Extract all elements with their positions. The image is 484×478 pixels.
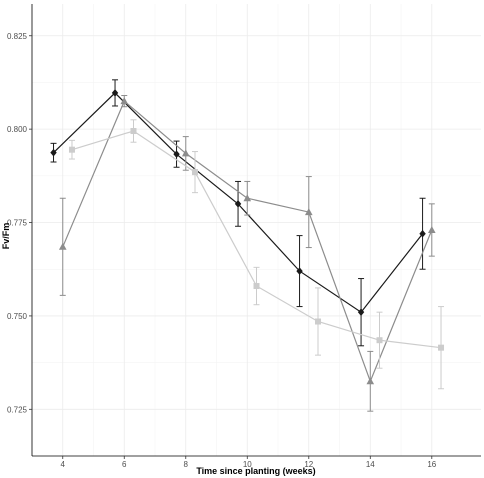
series-diamond [50, 79, 426, 347]
data-point-triangle [366, 377, 375, 385]
data-point-diamond [173, 150, 180, 158]
data-point-triangle [181, 149, 190, 157]
data-point-triangle [58, 242, 67, 250]
series-triangle [58, 95, 436, 412]
y-axis-ticks: 0.725 0.750 0.775 0.800 0.825 [7, 32, 32, 414]
data-point-square [376, 337, 383, 344]
data-point-square [253, 283, 260, 290]
y-tick-label: 0.775 [7, 219, 28, 228]
x-tick-label: 6 [122, 460, 127, 469]
y-tick-label: 0.725 [7, 405, 28, 414]
data-point-diamond [234, 200, 242, 208]
x-tick-label: 4 [61, 460, 66, 469]
data-point-diamond [296, 267, 303, 275]
data-point-square [438, 344, 445, 351]
data-point-diamond [357, 308, 365, 316]
x-tick-label: 12 [304, 460, 313, 469]
data-point-square [315, 318, 322, 325]
x-tick-label: 8 [184, 460, 189, 469]
data-point-diamond [419, 229, 426, 238]
minor-gridlines [32, 4, 481, 456]
data-point-square [68, 146, 75, 153]
x-tick-label: 14 [366, 460, 375, 469]
data-point-square [130, 128, 137, 135]
y-axis-title: Fv/Fm [1, 223, 11, 250]
x-axis-ticks: 4 6 8 10 12 14 16 [61, 456, 437, 469]
series-layer [50, 79, 445, 412]
data-point-triangle [243, 194, 252, 202]
y-tick-label: 0.800 [7, 125, 28, 134]
y-tick-label: 0.750 [7, 312, 28, 321]
x-axis-title: Time since planting (weeks) [196, 466, 315, 476]
data-point-triangle [304, 208, 313, 216]
x-tick-label: 10 [243, 460, 252, 469]
data-point-triangle [120, 97, 129, 105]
data-point-diamond [50, 148, 57, 157]
panel-background [32, 4, 481, 456]
data-point-triangle [427, 226, 436, 233]
y-tick-label: 0.825 [7, 32, 28, 41]
data-point-diamond [111, 89, 119, 97]
series-square [68, 119, 445, 390]
x-tick-label: 16 [427, 460, 436, 469]
data-point-square [191, 169, 198, 176]
